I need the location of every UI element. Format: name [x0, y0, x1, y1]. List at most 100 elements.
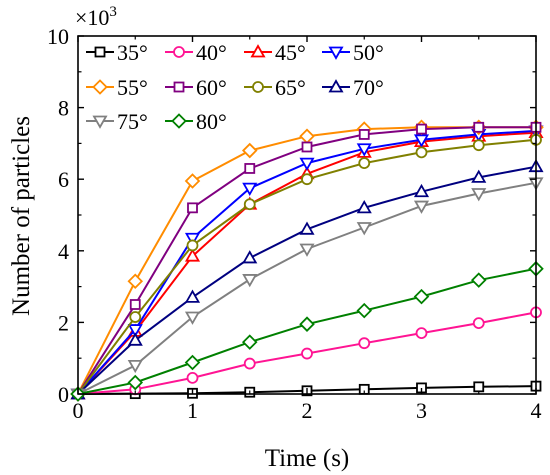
- legend-item-8: 75°: [86, 109, 148, 134]
- data-point: [184, 289, 201, 303]
- data-point: [471, 188, 487, 202]
- data-point: [243, 357, 256, 370]
- data-point: [472, 317, 485, 330]
- data-point: [472, 139, 485, 152]
- legend-item-6: 65°: [244, 75, 306, 100]
- data-point: [299, 243, 315, 257]
- data-point: [184, 232, 201, 247]
- data-point: [473, 121, 485, 133]
- legend-marker: [94, 46, 106, 58]
- x-axis-title: Time (s): [265, 445, 350, 472]
- data-point: [127, 374, 144, 391]
- data-point: [299, 157, 315, 171]
- data-point: [470, 272, 487, 288]
- legend-item-0: 35°: [86, 40, 148, 65]
- y-tick-label: 10: [47, 24, 69, 49]
- series-line: [77, 181, 537, 395]
- data-point: [413, 200, 430, 214]
- legend: 35° 40° 45° 50° 55° 60° 65° 70° 75° 80°: [86, 40, 384, 134]
- data-point: [127, 332, 143, 346]
- legend-label: 45°: [275, 40, 306, 65]
- legend-label: 55°: [117, 75, 148, 100]
- data-point: [184, 173, 201, 189]
- y-multiplier-exponent: 3: [109, 4, 117, 20]
- data-point: [413, 134, 430, 148]
- legend-marker: [171, 113, 187, 129]
- data-point: [416, 123, 427, 135]
- data-point: [301, 141, 313, 153]
- legend-item-4: 55°: [86, 75, 148, 100]
- data-point: [127, 324, 143, 338]
- data-point: [187, 202, 198, 214]
- y-axis-title: Number of particles: [8, 116, 35, 316]
- data-point: [243, 198, 256, 211]
- legend-marker: [328, 79, 344, 93]
- series-6: [72, 133, 542, 400]
- legend-label: 60°: [196, 75, 227, 100]
- legend-label: 35°: [117, 40, 148, 65]
- data-point: [299, 221, 315, 235]
- data-point: [129, 299, 141, 310]
- data-point: [186, 371, 199, 384]
- legend-marker: [250, 44, 266, 58]
- data-point: [242, 274, 258, 288]
- x-tick-label: 1: [187, 398, 198, 423]
- x-tick-label: 0: [73, 398, 84, 423]
- series-line: [77, 165, 537, 395]
- legend-item-3: 50°: [322, 40, 384, 65]
- data-point: [184, 248, 201, 262]
- legend-label: 50°: [353, 40, 384, 65]
- y-tick-label: 0: [58, 382, 69, 407]
- series-9: [70, 260, 544, 402]
- series-7: [70, 158, 544, 400]
- data-point: [301, 347, 313, 360]
- data-point: [184, 311, 201, 325]
- legend-item-9: 80°: [165, 109, 227, 134]
- y-axis-multiplier: ×103: [75, 4, 117, 30]
- x-tick-label: 2: [302, 398, 313, 423]
- data-point: [186, 239, 199, 252]
- data-point: [473, 381, 485, 393]
- legend-label: 40°: [196, 40, 227, 65]
- data-point: [358, 129, 370, 140]
- legend-marker: [92, 115, 108, 129]
- data-point: [242, 250, 258, 264]
- legend-marker: [92, 79, 108, 95]
- y-tick-label: 6: [58, 167, 69, 192]
- legend-item-2: 45°: [244, 40, 306, 65]
- data-point: [242, 182, 258, 196]
- legend-label: 80°: [196, 109, 227, 134]
- data-point: [413, 288, 430, 305]
- data-point: [415, 146, 428, 159]
- data-point: [301, 173, 313, 186]
- legend-marker: [173, 46, 185, 58]
- y-tick-label: 4: [58, 239, 69, 264]
- legend-marker: [252, 81, 264, 93]
- axes: 0 1 2 3 4 0 2 4 6 8 10: [47, 24, 542, 423]
- data-point: [356, 143, 372, 157]
- y-tick-label: 2: [58, 310, 69, 335]
- plot-area: [70, 119, 544, 402]
- legend-item-1: 40°: [165, 40, 227, 65]
- data-point: [299, 128, 315, 145]
- data-point: [127, 359, 143, 374]
- legend-item-5: 60°: [165, 75, 227, 100]
- data-point: [356, 200, 372, 214]
- legend-label: 70°: [353, 75, 384, 100]
- data-point: [471, 169, 487, 183]
- data-point: [244, 163, 256, 174]
- y-tick-label: 8: [58, 96, 69, 121]
- series-8: [70, 177, 544, 402]
- data-point: [299, 316, 315, 332]
- data-point: [241, 334, 258, 350]
- data-point: [356, 222, 372, 236]
- legend-item-7: 70°: [322, 75, 384, 100]
- legend-label: 65°: [275, 75, 306, 100]
- x-tick-label: 3: [416, 398, 427, 423]
- legend-marker: [328, 46, 344, 60]
- data-point: [184, 354, 201, 371]
- data-point: [127, 273, 144, 290]
- data-point: [358, 337, 371, 350]
- data-point: [129, 311, 142, 323]
